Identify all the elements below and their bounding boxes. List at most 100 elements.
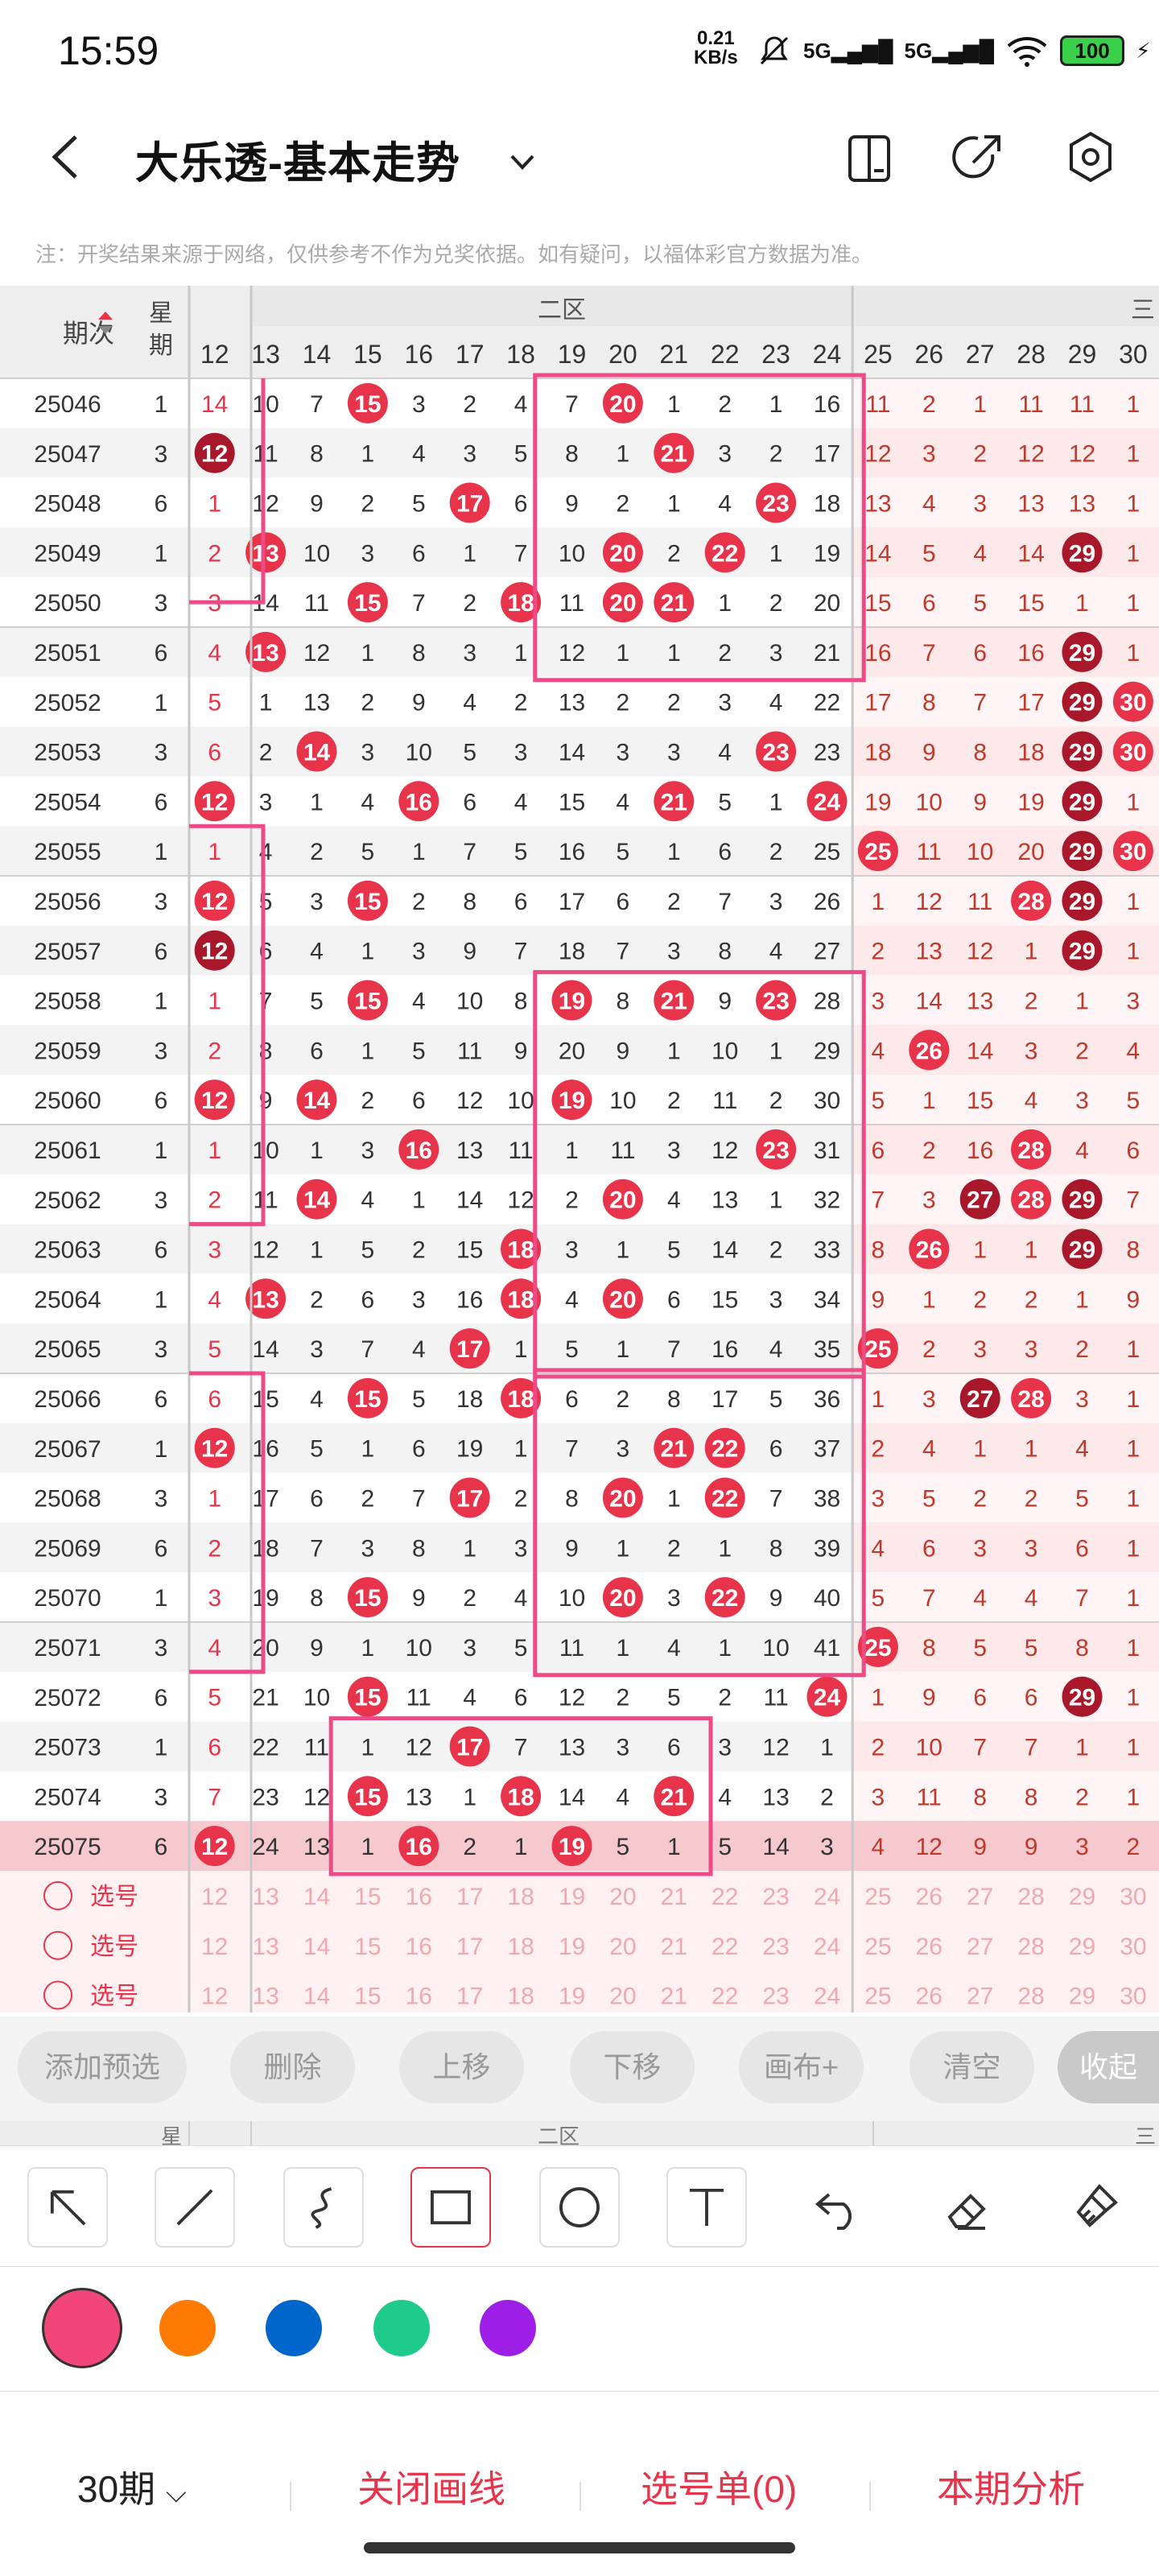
drawn-rectangle xyxy=(533,1368,866,1678)
zone3-row-bg xyxy=(852,1174,1159,1224)
arrow-tool-icon[interactable] xyxy=(27,2167,108,2248)
miss-count: 1 xyxy=(617,1635,630,1662)
share-icon[interactable] xyxy=(946,126,1010,190)
miss-count: 9 xyxy=(922,740,936,766)
pick-number: 13 xyxy=(252,1884,278,1910)
miss-count: 20 xyxy=(814,590,840,617)
move-down-button[interactable]: 下移 xyxy=(570,2031,695,2103)
period-analysis-button[interactable]: 本期分析 xyxy=(937,2468,1085,2510)
clear-icon[interactable] xyxy=(1054,2167,1135,2248)
miss-count: 3 xyxy=(1127,989,1140,1015)
text-tool-icon[interactable] xyxy=(666,2167,747,2248)
miss-count: 13 xyxy=(559,1735,585,1761)
color-swatch-orange[interactable] xyxy=(159,2300,216,2356)
pick-number: 14 xyxy=(303,1934,330,1960)
hit-ball xyxy=(347,582,388,623)
hit-ball-number: 21 xyxy=(661,590,687,617)
period-selector[interactable]: 30期 ⌵ xyxy=(77,2460,187,2513)
miss-count: 26 xyxy=(814,889,840,915)
miss-count: 10 xyxy=(711,1038,738,1064)
miss-count: 1 xyxy=(922,1088,936,1114)
collapse-button[interactable]: 收起 xyxy=(1058,2031,1159,2103)
hit-ball-number: 20 xyxy=(609,590,636,617)
zone3-row-bg xyxy=(852,477,1159,528)
miss-count: 6 xyxy=(617,889,630,915)
page-title[interactable]: 大乐透-基本走势 xyxy=(135,139,460,188)
hit-ball-number: 14 xyxy=(303,1088,331,1114)
miss-count: 2 xyxy=(463,1834,476,1860)
miss-count: 35 xyxy=(814,1336,840,1363)
zone-header-label: 二区 xyxy=(538,297,586,324)
miss-count: 15 xyxy=(456,1237,483,1264)
pick-number: 20 xyxy=(609,1884,636,1910)
period-number: 25056 xyxy=(34,889,101,915)
miss-count: 1 xyxy=(1127,1635,1140,1662)
hit-ball-number: 27 xyxy=(967,1386,993,1413)
miss-count: 3 xyxy=(412,391,426,418)
canvas-plus-button[interactable]: 画布+ xyxy=(739,2031,864,2103)
miss-count: 3 xyxy=(208,1585,221,1612)
column-header-number: 25 xyxy=(864,340,893,369)
miss-count: 4 xyxy=(208,1635,221,1662)
column-header-number: 26 xyxy=(915,340,944,369)
delete-button[interactable]: 删除 xyxy=(230,2031,355,2103)
clear-button[interactable]: 清空 xyxy=(909,2031,1034,2103)
miss-count: 8 xyxy=(463,889,476,915)
miss-count: 22 xyxy=(252,1735,278,1761)
miss-count: 11 xyxy=(764,1685,789,1711)
column-header-number: 20 xyxy=(608,340,637,369)
settings-icon[interactable] xyxy=(1058,126,1123,190)
hit-ball xyxy=(1112,731,1153,772)
pick-number: 25 xyxy=(864,1984,891,2010)
miss-count: 6 xyxy=(667,1735,681,1761)
chevron-down-icon[interactable] xyxy=(502,142,542,182)
miss-count: 10 xyxy=(456,989,483,1015)
miss-count: 5 xyxy=(259,889,273,915)
color-swatch-blue[interactable] xyxy=(266,2300,322,2356)
pick-list-button[interactable]: 选号单(0) xyxy=(641,2468,798,2510)
color-swatch-green[interactable] xyxy=(373,2300,430,2356)
pick-number: 30 xyxy=(1120,1984,1146,2010)
pick-row-bg xyxy=(0,1970,1159,2013)
miss-count: 18 xyxy=(559,939,585,965)
close-drawing-button[interactable]: 关闭画线 xyxy=(357,2468,505,2510)
move-up-button[interactable]: 上移 xyxy=(399,2031,524,2103)
miss-count: 10 xyxy=(252,391,278,418)
pick-number: 22 xyxy=(711,1884,738,1910)
zone3-row-bg xyxy=(852,676,1159,727)
period-number: 25071 xyxy=(34,1635,101,1662)
miss-count: 2 xyxy=(565,1187,579,1214)
app-header: 大乐透-基本走势 xyxy=(0,105,1159,209)
weekday: 6 xyxy=(155,491,168,518)
miss-count: 1 xyxy=(1127,789,1140,815)
hit-ball xyxy=(194,781,235,822)
hit-ball-number: 18 xyxy=(507,1784,534,1810)
hit-ball xyxy=(1011,1129,1052,1170)
miss-count: 3 xyxy=(617,1436,630,1463)
device-icon[interactable] xyxy=(837,126,901,190)
miss-count: 3 xyxy=(361,540,375,567)
back-arrow-icon[interactable] xyxy=(39,129,95,185)
color-swatch-purple[interactable] xyxy=(480,2300,536,2356)
undo-icon[interactable] xyxy=(797,2167,877,2248)
miss-count: 17 xyxy=(1017,690,1044,716)
eraser-icon[interactable] xyxy=(926,2167,1006,2248)
color-swatch-pink[interactable] xyxy=(42,2288,122,2368)
miss-count: 20 xyxy=(559,1038,585,1064)
miss-count: 2 xyxy=(667,1088,681,1114)
miss-count: 13 xyxy=(1069,491,1095,518)
weekday: 1 xyxy=(155,1137,168,1164)
column-header-number: 14 xyxy=(303,340,332,369)
curve-tool-icon[interactable] xyxy=(283,2167,364,2248)
miss-count: 5 xyxy=(718,1834,732,1860)
rectangle-tool-icon[interactable] xyxy=(410,2167,491,2248)
miss-count: 4 xyxy=(667,1187,681,1214)
miss-count: 9 xyxy=(565,1535,579,1562)
hit-ball-number: 21 xyxy=(661,1784,687,1810)
line-tool-icon[interactable] xyxy=(155,2167,235,2248)
add-preselect-button[interactable]: 添加预选 xyxy=(18,2031,187,2103)
zone3-row-bg xyxy=(852,776,1159,827)
circle-tool-icon[interactable] xyxy=(539,2167,620,2248)
stub-zone-next: 三 xyxy=(1135,2124,1156,2145)
